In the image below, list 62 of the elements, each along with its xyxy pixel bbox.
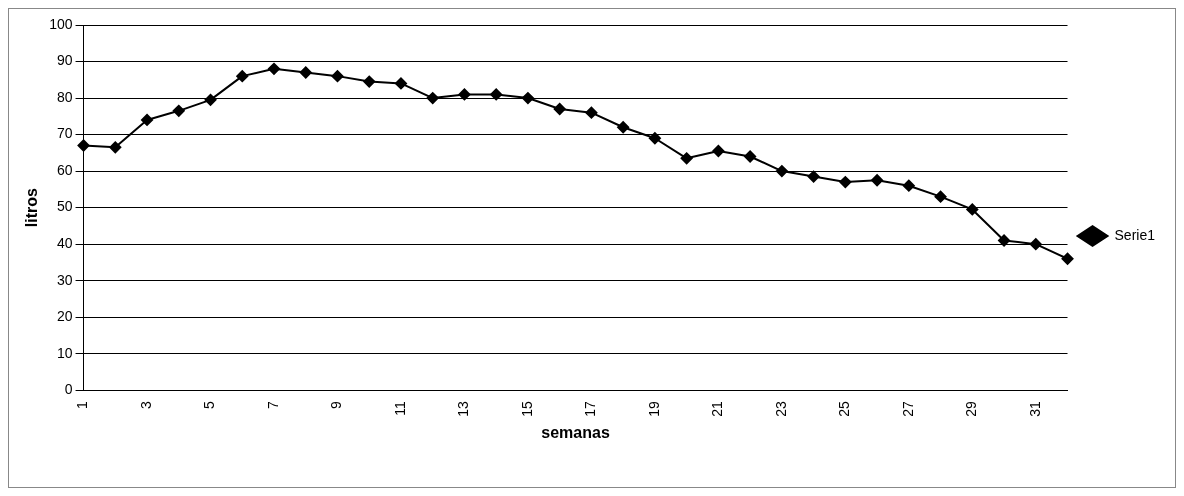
y-tick-label: 0 [64, 381, 73, 398]
point [172, 104, 185, 117]
y-tick-label: 50 [56, 198, 73, 215]
x-tick-label: 7 [264, 401, 281, 410]
x-tick-label: 17 [582, 401, 599, 417]
point [490, 88, 503, 101]
x-tick-label: 1 [74, 401, 91, 410]
point [363, 75, 376, 88]
point [331, 70, 344, 83]
x-tick-label: 11 [391, 401, 408, 416]
point [807, 170, 820, 183]
point [934, 190, 947, 203]
point [966, 203, 979, 216]
point [648, 132, 661, 145]
y-tick-label: 20 [56, 308, 73, 325]
point [998, 234, 1011, 247]
y-tick-label: 40 [56, 235, 73, 251]
x-tick-label: 15 [518, 401, 535, 417]
point [268, 62, 281, 75]
point [77, 139, 90, 152]
x-tick-label: 25 [836, 401, 853, 417]
x-tick-label: 19 [645, 401, 662, 417]
x-tick-label: 23 [772, 401, 789, 417]
legend-label: Serie1 [1114, 226, 1156, 243]
y-tick-label: 10 [56, 344, 73, 361]
point [712, 145, 725, 157]
point [680, 152, 693, 165]
point [426, 92, 439, 105]
x-tick-label: 21 [709, 401, 726, 417]
y-tick-label: 100 [49, 15, 73, 32]
point [236, 70, 249, 83]
point [204, 93, 217, 106]
x-tick-label: 29 [963, 401, 980, 417]
y-tick-label: 60 [56, 161, 73, 178]
point [839, 176, 852, 189]
point [1029, 238, 1042, 251]
point [141, 113, 154, 126]
x-axis-title: semanas [541, 423, 610, 441]
x-tick-label: 5 [201, 401, 218, 410]
x-tick-label: 31 [1026, 401, 1043, 417]
point [775, 165, 788, 178]
x-tick-label: 13 [455, 401, 472, 417]
point [109, 141, 122, 154]
y-tick-label: 80 [56, 88, 73, 105]
x-tick-label: 3 [137, 401, 154, 410]
y-axis-title: litros [23, 187, 41, 228]
y-tick-label: 90 [56, 52, 73, 69]
point [394, 77, 407, 90]
point [902, 179, 915, 192]
point [299, 66, 312, 79]
point [521, 92, 534, 105]
point [617, 121, 630, 134]
y-tick-label: 30 [56, 271, 73, 288]
x-tick-label: 27 [899, 401, 916, 417]
point [458, 88, 471, 101]
point [871, 174, 884, 187]
x-tick-label: 9 [328, 401, 345, 410]
point [585, 106, 598, 119]
point [553, 103, 566, 115]
point [1061, 252, 1074, 265]
point [744, 150, 757, 163]
y-tick-label: 70 [56, 125, 73, 142]
